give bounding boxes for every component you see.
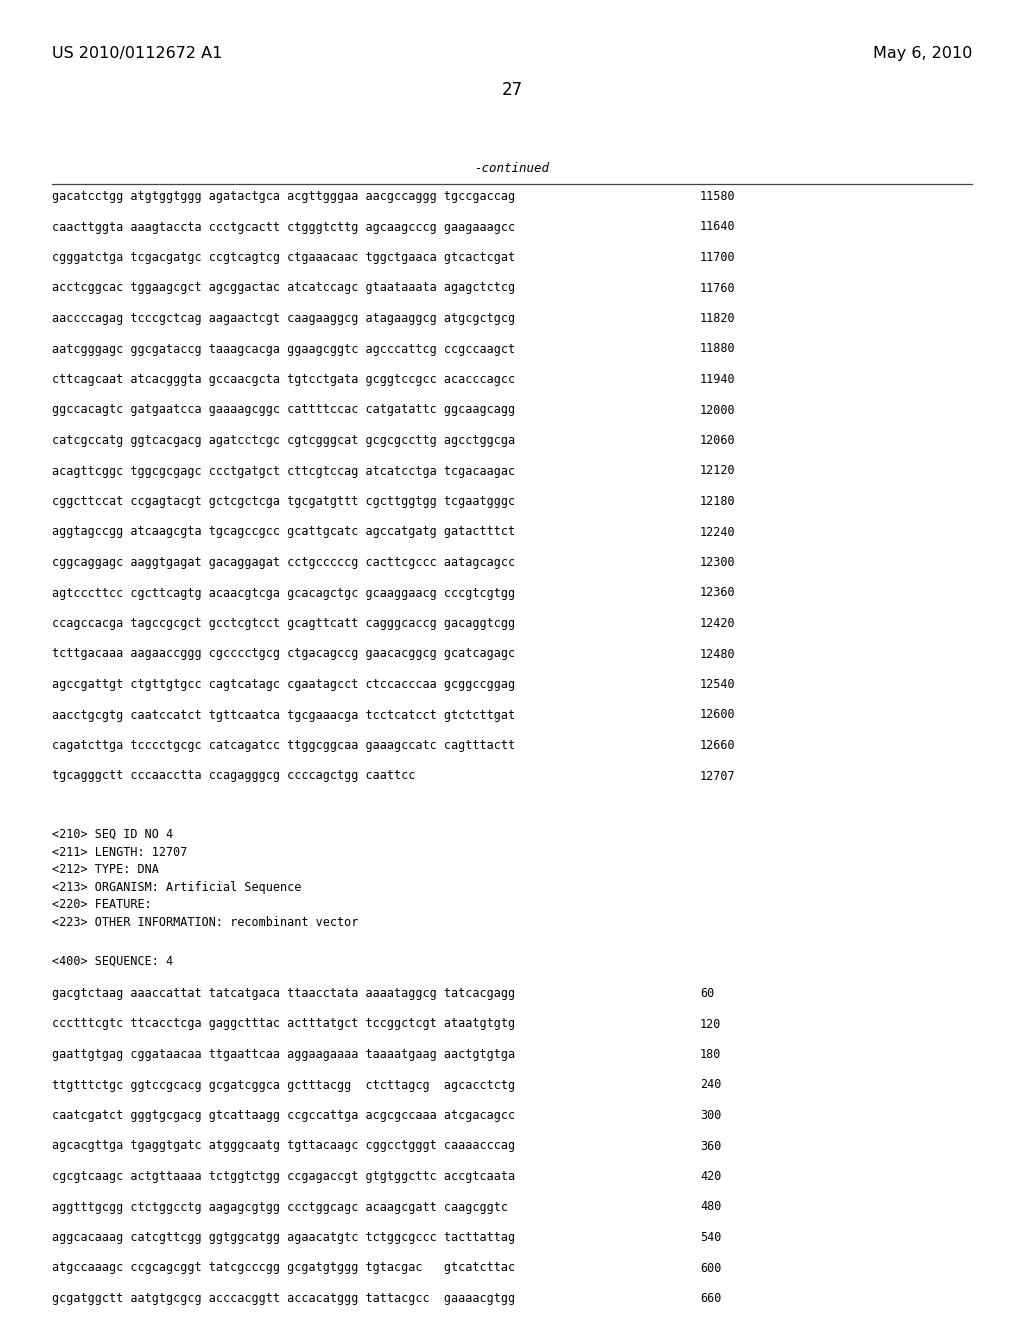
Text: agccgattgt ctgttgtgcc cagtcatagc cgaatagcct ctccacccaa gcggccggag: agccgattgt ctgttgtgcc cagtcatagc cgaatag…	[52, 678, 515, 690]
Text: 12360: 12360	[700, 586, 735, 599]
Text: <400> SEQUENCE: 4: <400> SEQUENCE: 4	[52, 954, 173, 968]
Text: -continued: -continued	[474, 162, 550, 176]
Text: 12660: 12660	[700, 739, 735, 752]
Text: acagttcggc tggcgcgagc ccctgatgct cttcgtccag atcatcctga tcgacaagac: acagttcggc tggcgcgagc ccctgatgct cttcgtc…	[52, 465, 515, 478]
Text: gcgatggctt aatgtgcgcg acccacggtt accacatggg tattacgcc  gaaaacgtgg: gcgatggctt aatgtgcgcg acccacggtt accacat…	[52, 1292, 515, 1305]
Text: 12240: 12240	[700, 525, 735, 539]
Text: agcacgttga tgaggtgatc atgggcaatg tgttacaagc cggcctgggt caaaacccag: agcacgttga tgaggtgatc atgggcaatg tgttaca…	[52, 1139, 515, 1152]
Text: <212> TYPE: DNA: <212> TYPE: DNA	[52, 863, 159, 876]
Text: <211> LENGTH: 12707: <211> LENGTH: 12707	[52, 846, 187, 858]
Text: catcgccatg ggtcacgacg agatcctcgc cgtcgggcat gcgcgccttg agcctggcga: catcgccatg ggtcacgacg agatcctcgc cgtcggg…	[52, 434, 515, 447]
Text: 11940: 11940	[700, 374, 735, 385]
Text: 11640: 11640	[700, 220, 735, 234]
Text: May 6, 2010: May 6, 2010	[872, 46, 972, 61]
Text: 12120: 12120	[700, 465, 735, 478]
Text: 12707: 12707	[700, 770, 735, 783]
Text: 540: 540	[700, 1232, 721, 1243]
Text: 12600: 12600	[700, 709, 735, 722]
Text: cggcaggagc aaggtgagat gacaggagat cctgcccccg cacttcgccc aatagcagcc: cggcaggagc aaggtgagat gacaggagat cctgccc…	[52, 556, 515, 569]
Text: 240: 240	[700, 1078, 721, 1092]
Text: gacgtctaag aaaccattat tatcatgaca ttaacctata aaaataggcg tatcacgagg: gacgtctaag aaaccattat tatcatgaca ttaacct…	[52, 987, 515, 1001]
Text: 60: 60	[700, 987, 715, 1001]
Text: agtcccttcc cgcttcagtg acaacgtcga gcacagctgc gcaaggaacg cccgtcgtgg: agtcccttcc cgcttcagtg acaacgtcga gcacagc…	[52, 586, 515, 599]
Text: aggtttgcgg ctctggcctg aagagcgtgg ccctggcagc acaagcgatt caagcggtc: aggtttgcgg ctctggcctg aagagcgtgg ccctggc…	[52, 1200, 508, 1213]
Text: caatcgatct gggtgcgacg gtcattaagg ccgccattga acgcgccaaa atcgacagcc: caatcgatct gggtgcgacg gtcattaagg ccgccat…	[52, 1109, 515, 1122]
Text: 420: 420	[700, 1170, 721, 1183]
Text: cgcgtcaagc actgttaaaa tctggtctgg ccgagaccgt gtgtggcttc accgtcaata: cgcgtcaagc actgttaaaa tctggtctgg ccgagac…	[52, 1170, 515, 1183]
Text: cagatcttga tcccctgcgc catcagatcc ttggcggcaa gaaagccatc cagtttactt: cagatcttga tcccctgcgc catcagatcc ttggcgg…	[52, 739, 515, 752]
Text: aggtagccgg atcaagcgta tgcagccgcc gcattgcatc agccatgatg gatactttct: aggtagccgg atcaagcgta tgcagccgcc gcattgc…	[52, 525, 515, 539]
Text: acctcggcac tggaagcgct agcggactac atcatccagc gtaataaata agagctctcg: acctcggcac tggaagcgct agcggactac atcatcc…	[52, 281, 515, 294]
Text: 12300: 12300	[700, 556, 735, 569]
Text: US 2010/0112672 A1: US 2010/0112672 A1	[52, 46, 222, 61]
Text: 12420: 12420	[700, 616, 735, 630]
Text: 180: 180	[700, 1048, 721, 1061]
Text: 11880: 11880	[700, 342, 735, 355]
Text: 12060: 12060	[700, 434, 735, 447]
Text: ccagccacga tagccgcgct gcctcgtcct gcagttcatt cagggcaccg gacaggtcgg: ccagccacga tagccgcgct gcctcgtcct gcagttc…	[52, 616, 515, 630]
Text: aggcacaaag catcgttcgg ggtggcatgg agaacatgtc tctggcgccc tacttattag: aggcacaaag catcgttcgg ggtggcatgg agaacat…	[52, 1232, 515, 1243]
Text: ggccacagtc gatgaatcca gaaaagcggc cattttccac catgatattc ggcaagcagg: ggccacagtc gatgaatcca gaaaagcggc cattttc…	[52, 404, 515, 417]
Text: ccctttcgtc ttcacctcga gaggctttac actttatgct tccggctcgt ataatgtgtg: ccctttcgtc ttcacctcga gaggctttac actttat…	[52, 1018, 515, 1031]
Text: <210> SEQ ID NO 4: <210> SEQ ID NO 4	[52, 828, 173, 841]
Text: 11760: 11760	[700, 281, 735, 294]
Text: 660: 660	[700, 1292, 721, 1305]
Text: aatcgggagc ggcgataccg taaagcacga ggaagcggtc agcccattcg ccgccaagct: aatcgggagc ggcgataccg taaagcacga ggaagcg…	[52, 342, 515, 355]
Text: cgggatctga tcgacgatgc ccgtcagtcg ctgaaacaac tggctgaaca gtcactcgat: cgggatctga tcgacgatgc ccgtcagtcg ctgaaac…	[52, 251, 515, 264]
Text: ttgtttctgc ggtccgcacg gcgatcggca gctttacgg  ctcttagcg  agcacctctg: ttgtttctgc ggtccgcacg gcgatcggca gctttac…	[52, 1078, 515, 1092]
Text: <213> ORGANISM: Artificial Sequence: <213> ORGANISM: Artificial Sequence	[52, 880, 301, 894]
Text: aaccccagag tcccgctcag aagaactcgt caagaaggcg atagaaggcg atgcgctgcg: aaccccagag tcccgctcag aagaactcgt caagaag…	[52, 312, 515, 325]
Text: 600: 600	[700, 1262, 721, 1275]
Text: 12480: 12480	[700, 648, 735, 660]
Text: 12540: 12540	[700, 678, 735, 690]
Text: 480: 480	[700, 1200, 721, 1213]
Text: caacttggta aaagtaccta ccctgcactt ctgggtcttg agcaagcccg gaagaaagcc: caacttggta aaagtaccta ccctgcactt ctgggtc…	[52, 220, 515, 234]
Text: 12180: 12180	[700, 495, 735, 508]
Text: gaattgtgag cggataacaa ttgaattcaa aggaagaaaa taaaatgaag aactgtgtga: gaattgtgag cggataacaa ttgaattcaa aggaaga…	[52, 1048, 515, 1061]
Text: 300: 300	[700, 1109, 721, 1122]
Text: 27: 27	[502, 81, 522, 99]
Text: 120: 120	[700, 1018, 721, 1031]
Text: tgcagggctt cccaacctta ccagagggcg ccccagctgg caattcc: tgcagggctt cccaacctta ccagagggcg ccccagc…	[52, 770, 416, 783]
Text: <223> OTHER INFORMATION: recombinant vector: <223> OTHER INFORMATION: recombinant vec…	[52, 916, 358, 928]
Text: <220> FEATURE:: <220> FEATURE:	[52, 898, 152, 911]
Text: 12000: 12000	[700, 404, 735, 417]
Text: 11820: 11820	[700, 312, 735, 325]
Text: tcttgacaaa aagaaccggg cgcccctgcg ctgacagccg gaacacggcg gcatcagagc: tcttgacaaa aagaaccggg cgcccctgcg ctgacag…	[52, 648, 515, 660]
Text: atgccaaagc ccgcagcggt tatcgcccgg gcgatgtggg tgtacgac   gtcatcttac: atgccaaagc ccgcagcggt tatcgcccgg gcgatgt…	[52, 1262, 515, 1275]
Text: 11580: 11580	[700, 190, 735, 203]
Text: 11700: 11700	[700, 251, 735, 264]
Text: cttcagcaat atcacgggta gccaacgcta tgtcctgata gcggtccgcc acacccagcc: cttcagcaat atcacgggta gccaacgcta tgtcctg…	[52, 374, 515, 385]
Text: gacatcctgg atgtggtggg agatactgca acgttgggaa aacgccaggg tgccgaccag: gacatcctgg atgtggtggg agatactgca acgttgg…	[52, 190, 515, 203]
Text: aacctgcgtg caatccatct tgttcaatca tgcgaaacga tcctcatcct gtctcttgat: aacctgcgtg caatccatct tgttcaatca tgcgaaa…	[52, 709, 515, 722]
Text: 360: 360	[700, 1139, 721, 1152]
Text: cggcttccat ccgagtacgt gctcgctcga tgcgatgttt cgcttggtgg tcgaatgggc: cggcttccat ccgagtacgt gctcgctcga tgcgatg…	[52, 495, 515, 508]
